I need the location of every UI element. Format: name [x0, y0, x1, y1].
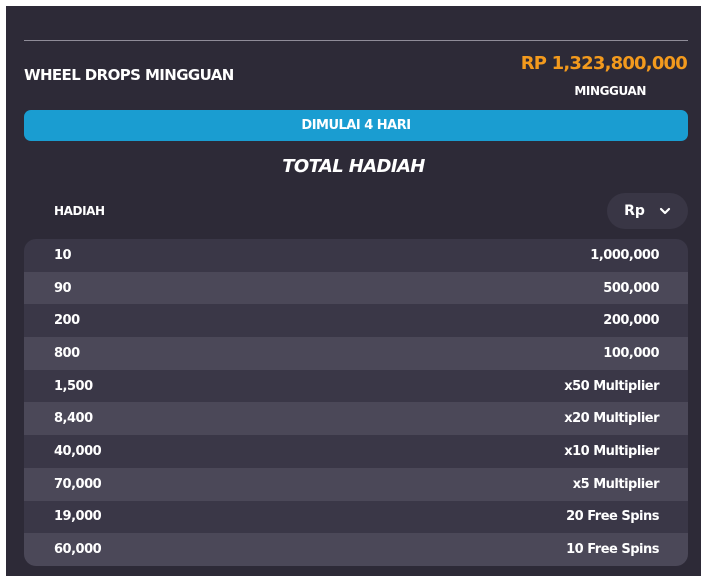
- currency-label: Rp: [624, 203, 645, 219]
- chevron-down-icon: [659, 207, 671, 215]
- prize-count: 70,000: [54, 476, 102, 492]
- prize-value: 500,000: [603, 280, 659, 296]
- start-countdown-bar: DIMULAI 4 HARI: [24, 110, 688, 141]
- divider: [24, 40, 688, 41]
- prize-column-label: HADIAH: [54, 204, 105, 218]
- table-row: 40,000 x10 Multiplier: [24, 435, 688, 468]
- prize-count: 10: [54, 247, 72, 263]
- table-row: 90 500,000: [24, 271, 688, 305]
- prize-value: 100,000: [603, 345, 659, 361]
- table-row: 10 1,000,000: [24, 239, 688, 272]
- prize-count: 1,500: [54, 378, 93, 394]
- prize-pool-amount: RP 1,323,800,000: [520, 53, 688, 74]
- prize-value: 10 Free Spins: [566, 542, 659, 558]
- prize-value: x20 Multiplier: [564, 411, 659, 427]
- wheel-drops-panel: WHEEL DROPS MINGGUAN RP 1,323,800,000 MI…: [6, 6, 701, 576]
- table-row: 60,000 10 Free Spins: [24, 533, 688, 566]
- table-row: 8,400 x20 Multiplier: [24, 402, 688, 436]
- prize-value: x5 Multiplier: [572, 476, 660, 492]
- prize-table: 10 1,000,000 90 500,000 200 200,000 800 …: [24, 239, 688, 566]
- prize-period: MINGGUAN: [574, 84, 646, 98]
- prize-value: 20 Free Spins: [566, 509, 659, 525]
- prize-count: 200: [54, 313, 80, 329]
- table-row: 70,000 x5 Multiplier: [24, 467, 688, 501]
- prize-value: 1,000,000: [590, 247, 659, 263]
- table-row: 1,500 x50 Multiplier: [24, 369, 688, 403]
- prize-value: 200,000: [603, 313, 659, 329]
- prize-count: 8,400: [54, 411, 93, 427]
- prize-value: x10 Multiplier: [564, 443, 659, 459]
- currency-dropdown[interactable]: Rp: [607, 193, 688, 229]
- table-row: 800 100,000: [24, 337, 688, 370]
- prize-count: 40,000: [54, 443, 102, 459]
- prize-count: 60,000: [54, 542, 102, 558]
- section-title: TOTAL HADIAH: [282, 156, 425, 177]
- table-row: 200 200,000: [24, 304, 688, 338]
- promo-title: WHEEL DROPS MINGGUAN: [24, 66, 234, 84]
- prize-count: 19,000: [54, 509, 102, 525]
- prize-count: 90: [54, 280, 72, 296]
- prize-value: x50 Multiplier: [564, 378, 659, 394]
- table-row: 19,000 20 Free Spins: [24, 500, 688, 534]
- prize-count: 800: [54, 345, 80, 361]
